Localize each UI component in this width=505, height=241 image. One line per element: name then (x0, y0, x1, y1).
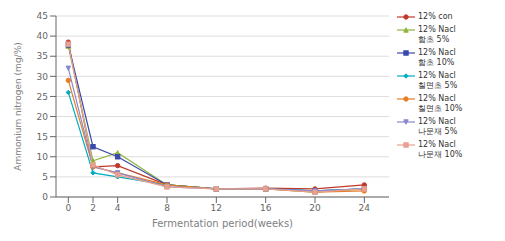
svg-text:5: 5 (42, 172, 48, 182)
svg-text:35: 35 (37, 51, 48, 61)
svg-text:0: 0 (65, 203, 71, 213)
html-text:12% Nacl 칠면초 10%: 12% Nacl 칠면초 10% (418, 94, 463, 113)
svg-text:Ammonium nitrogen (mg/%): Ammonium nitrogen (mg/%) (13, 42, 23, 170)
svg-text:Fermentation period(weeks): Fermentation period(weeks) (152, 218, 293, 229)
svg-text:16: 16 (260, 203, 272, 213)
svg-text:30: 30 (37, 72, 49, 82)
svg-text:2: 2 (90, 203, 96, 213)
html-text:12% Nacl 함초 5%: 12% Nacl 함초 5% (418, 25, 456, 44)
html-text:12% Nacl 함초 10%: 12% Nacl 함초 10% (418, 48, 456, 67)
svg-text:20: 20 (309, 203, 321, 213)
svg-text:12: 12 (211, 203, 222, 213)
svg-text:20: 20 (37, 112, 49, 122)
html-text:12% con: 12% con (418, 12, 453, 21)
svg-text:25: 25 (37, 92, 48, 102)
svg-text:8: 8 (164, 203, 170, 213)
html-text:12% Nacl 칠면초 5%: 12% Nacl 칠면초 5% (418, 71, 458, 90)
svg-text:10: 10 (37, 152, 49, 162)
svg-text:4: 4 (115, 203, 121, 213)
svg-text:24: 24 (359, 203, 371, 213)
html-text:12% Nacl 나문재 10%: 12% Nacl 나문재 10% (418, 140, 463, 159)
svg-text:45: 45 (37, 11, 48, 21)
svg-text:40: 40 (37, 31, 49, 41)
svg-text:0: 0 (42, 192, 48, 202)
html-text:12% Nacl 나문재 5%: 12% Nacl 나문재 5% (418, 117, 458, 136)
svg-text:15: 15 (37, 132, 48, 142)
